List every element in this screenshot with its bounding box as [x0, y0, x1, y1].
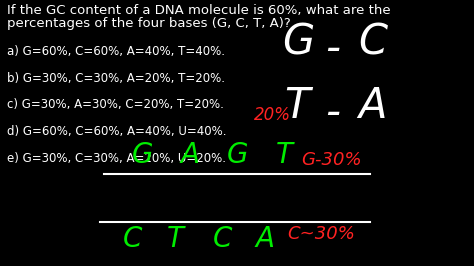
Text: C: C: [213, 225, 232, 253]
Text: A: A: [358, 85, 386, 127]
Text: -: -: [325, 92, 340, 134]
Text: b) G=30%, C=30%, A=20%, T=20%.: b) G=30%, C=30%, A=20%, T=20%.: [7, 72, 225, 85]
Text: e) G=30%, C=30%, A=20%, U=20%.: e) G=30%, C=30%, A=20%, U=20%.: [7, 152, 226, 165]
Text: percentages of the four bases (G, C, T, A)?: percentages of the four bases (G, C, T, …: [7, 17, 291, 30]
Text: If the GC content of a DNA molecule is 60%, what are the: If the GC content of a DNA molecule is 6…: [7, 4, 391, 17]
Text: a) G=60%, C=60%, A=40%, T=40%.: a) G=60%, C=60%, A=40%, T=40%.: [7, 45, 225, 58]
Text: T: T: [284, 85, 310, 127]
Text: -: -: [325, 28, 340, 70]
Text: c) G=30%, A=30%, C=20%, T=20%.: c) G=30%, A=30%, C=20%, T=20%.: [7, 98, 224, 111]
Text: G: G: [282, 21, 314, 63]
Text: A: A: [256, 225, 275, 253]
Text: d) G=60%, C=60%, A=40%, U=40%.: d) G=60%, C=60%, A=40%, U=40%.: [7, 125, 227, 138]
Text: G-30%: G-30%: [301, 151, 362, 169]
Text: C~30%: C~30%: [287, 225, 355, 243]
Text: G: G: [226, 141, 248, 169]
Text: A: A: [180, 141, 199, 169]
Text: G: G: [131, 141, 153, 169]
Text: T: T: [167, 225, 184, 253]
Text: T: T: [276, 141, 293, 169]
Text: C: C: [123, 225, 142, 253]
Text: 20%: 20%: [254, 106, 291, 124]
Text: C: C: [358, 21, 387, 63]
